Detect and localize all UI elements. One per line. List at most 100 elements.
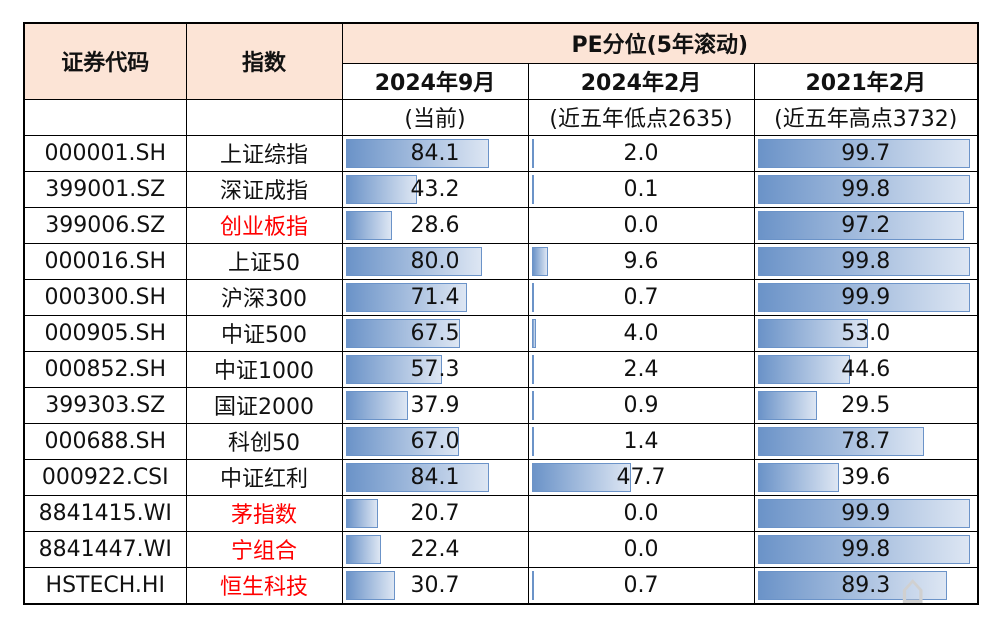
pe-percentile-cell: 44.6 — [753, 350, 979, 388]
pe-percentile-cell: 1.4 — [527, 422, 755, 460]
index-name-text: 中证500 — [221, 323, 307, 348]
pe-percentile-table: 证券代码 指数 PE分位(5年滚动) 2024年9月 2024年2月 2021年… — [23, 22, 979, 605]
pe-percentile-cell: 80.0 — [341, 242, 529, 280]
pe-percentile-value: 89.3 — [841, 572, 891, 598]
data-bar — [531, 318, 537, 348]
data-bar — [757, 246, 970, 276]
table-row: 000001.SH 上证综指 84.1 2.0 99.7 — [23, 134, 979, 172]
pe-percentile-value: 53.0 — [841, 320, 891, 346]
table-row: 000016.SH 上证50 80.0 9.6 99.8 — [23, 242, 979, 280]
pe-percentile-cell: 22.4 — [341, 530, 529, 568]
pe-percentile-cell: 0.0 — [527, 530, 755, 568]
index-name: 深证成指 — [185, 170, 343, 208]
pe-percentile-cell: 89.3 — [753, 566, 979, 604]
pe-percentile-value: 57.3 — [410, 356, 460, 382]
index-name-text: 科创50 — [228, 431, 300, 456]
pe-percentile-value: 30.7 — [410, 572, 460, 598]
data-bar — [345, 390, 409, 420]
pe-percentile-cell: 30.7 — [341, 566, 529, 604]
pe-percentile-value: 99.8 — [841, 248, 891, 274]
data-bar — [531, 570, 534, 600]
pe-percentile-cell: 99.8 — [753, 170, 979, 208]
data-bar — [531, 138, 534, 168]
data-bar — [757, 534, 970, 564]
pe-percentile-cell: 84.1 — [341, 458, 529, 496]
pe-percentile-value: 20.7 — [410, 500, 460, 526]
data-bar — [757, 354, 851, 384]
index-name: 上证50 — [185, 242, 343, 280]
pe-percentile-value: 71.4 — [410, 284, 460, 310]
pe-percentile-cell: 0.9 — [527, 386, 755, 424]
pe-percentile-cell: 78.7 — [753, 422, 979, 460]
data-bar — [531, 246, 549, 276]
pe-percentile-cell: 0.7 — [527, 566, 755, 604]
pe-percentile-cell: 99.9 — [753, 278, 979, 316]
table-row: 000300.SH 沪深300 71.4 0.7 99.9 — [23, 278, 979, 316]
table-row: 8841415.WI 茅指数 20.7 0.0 99.9 — [23, 494, 979, 532]
pe-percentile-value: 78.7 — [841, 428, 891, 454]
pe-percentile-value: 39.6 — [841, 464, 891, 490]
table-row: 399303.SZ 国证2000 37.9 0.9 29.5 — [23, 386, 979, 424]
data-bar — [345, 246, 483, 276]
pe-percentile-value: 0.1 — [623, 176, 659, 202]
pe-percentile-cell: 53.0 — [753, 314, 979, 352]
index-name-text: 宁组合 — [230, 539, 297, 564]
pe-percentile-value: 0.0 — [623, 536, 659, 562]
index-name-text: 上证综指 — [219, 143, 308, 168]
index-name: 恒生科技 — [185, 566, 343, 604]
data-bar — [757, 426, 925, 456]
security-code: 8841415.WI — [23, 494, 187, 532]
pe-percentile-cell: 0.1 — [527, 170, 755, 208]
security-code: 000905.SH — [23, 314, 187, 352]
pe-percentile-value: 0.0 — [623, 500, 659, 526]
data-bar — [345, 174, 418, 204]
pe-percentile-value: 67.0 — [410, 428, 460, 454]
index-name-text: 创业板指 — [219, 215, 308, 240]
data-bar — [345, 570, 396, 600]
data-bar — [531, 174, 534, 204]
pe-percentile-value: 47.7 — [616, 464, 666, 490]
pe-percentile-value: 28.6 — [410, 212, 460, 238]
data-bar — [531, 354, 534, 384]
index-name: 国证2000 — [185, 386, 343, 424]
data-bar — [531, 462, 631, 492]
pe-percentile-value: 99.7 — [841, 140, 891, 166]
index-name: 中证红利 — [185, 458, 343, 496]
table-row: 399001.SZ 深证成指 43.2 0.1 99.8 — [23, 170, 979, 208]
pe-percentile-cell: 37.9 — [341, 386, 529, 424]
pe-percentile-value: 99.9 — [841, 284, 891, 310]
pe-percentile-cell: 29.5 — [753, 386, 979, 424]
data-bar — [345, 282, 467, 312]
security-code: 399001.SZ — [23, 170, 187, 208]
header-period-2: 2024年2月 — [527, 62, 755, 100]
header-period-1: 2024年9月 — [341, 62, 529, 100]
pe-percentile-cell: 2.4 — [527, 350, 755, 388]
pe-percentile-cell: 4.0 — [527, 314, 755, 352]
index-name: 宁组合 — [185, 530, 343, 568]
pe-percentile-cell: 67.0 — [341, 422, 529, 460]
security-code: 8841447.WI — [23, 530, 187, 568]
pe-percentile-value: 99.9 — [841, 500, 891, 526]
security-code: 399303.SZ — [23, 386, 187, 424]
data-bar — [531, 282, 534, 312]
pe-percentile-value: 0.7 — [623, 284, 659, 310]
index-name: 科创50 — [185, 422, 343, 460]
pe-percentile-cell: 99.7 — [753, 134, 979, 172]
pe-percentile-value: 97.2 — [841, 212, 891, 238]
pe-percentile-value: 84.1 — [410, 464, 460, 490]
security-code: 000688.SH — [23, 422, 187, 460]
pe-percentile-value: 37.9 — [410, 392, 460, 418]
pe-percentile-cell: 47.7 — [527, 458, 755, 496]
data-bar — [757, 462, 840, 492]
index-name-text: 沪深300 — [221, 287, 307, 312]
pe-percentile-cell: 9.6 — [527, 242, 755, 280]
index-name-text: 深证成指 — [219, 179, 308, 204]
pe-percentile-cell: 39.6 — [753, 458, 979, 496]
table-row: 000922.CSI 中证红利 84.1 47.7 39.6 — [23, 458, 979, 496]
pe-percentile-cell: 0.0 — [527, 494, 755, 532]
pe-percentile-cell: 99.8 — [753, 242, 979, 280]
pe-percentile-value: 1.4 — [623, 428, 659, 454]
pe-percentile-value: 44.6 — [841, 356, 891, 382]
pe-percentile-cell: 99.9 — [753, 494, 979, 532]
security-code: 399006.SZ — [23, 206, 187, 244]
